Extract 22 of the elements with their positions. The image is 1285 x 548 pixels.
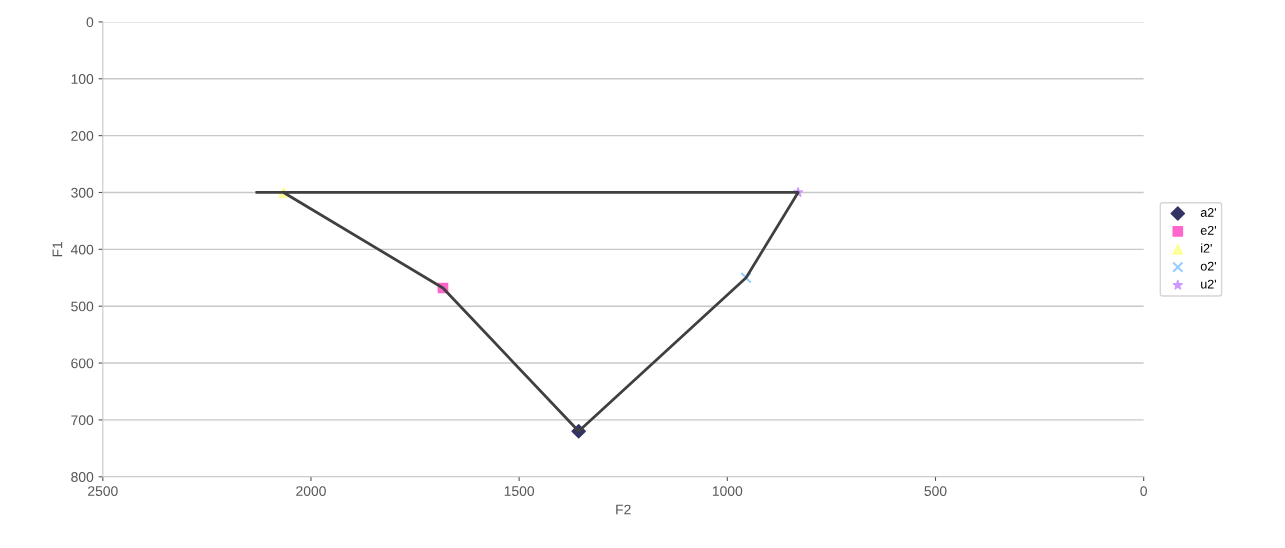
- x-tick-label: 1000: [712, 486, 743, 496]
- y-tick-label: 600: [71, 358, 94, 369]
- legend-label: i2': [1201, 243, 1212, 253]
- y-tick-label: 800: [71, 472, 94, 482]
- y-tick-label: 100: [71, 74, 94, 84]
- x-tick-label: 500: [924, 486, 947, 496]
- x-tick-label: 1500: [504, 486, 535, 496]
- y-tick-label: 200: [71, 130, 94, 141]
- y-tick-label: 700: [71, 415, 94, 426]
- x-tick-label: 2500: [88, 486, 118, 496]
- x-axis-title: F2: [616, 504, 631, 515]
- y-axis-title: F1: [52, 241, 63, 257]
- y-tick-label: 0: [86, 17, 94, 28]
- legend-label: a2': [1200, 208, 1216, 217]
- y-tick-label: 500: [71, 301, 94, 312]
- x-tick-label: 2000: [296, 486, 326, 496]
- legend-label: u2': [1201, 279, 1216, 289]
- x-tick-label: 0: [1140, 486, 1147, 496]
- legend-label: e2': [1200, 225, 1216, 235]
- legend-label: o2': [1200, 261, 1216, 271]
- y-tick-label: 300: [71, 187, 94, 198]
- y-tick-label: 400: [70, 244, 94, 255]
